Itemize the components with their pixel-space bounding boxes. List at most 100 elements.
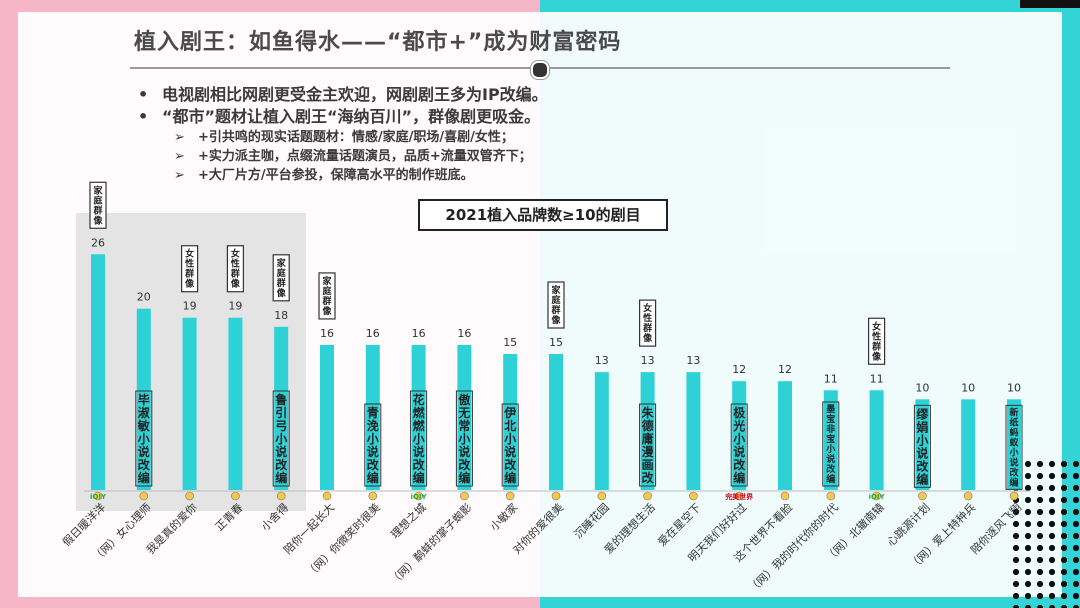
svg-text:宝: 宝: [826, 413, 835, 425]
svg-text:像: 像: [184, 278, 195, 290]
svg-text:庭: 庭: [277, 267, 287, 279]
genre-tag-box: [181, 245, 199, 293]
data-label: 16: [320, 327, 334, 340]
svg-text:燃: 燃: [413, 405, 426, 420]
category-label: 爱在星空下: [655, 500, 704, 549]
svg-text:说: 说: [275, 444, 287, 459]
svg-text:常: 常: [458, 418, 470, 433]
svg-text:编: 编: [274, 470, 287, 485]
svg-text:淑: 淑: [138, 405, 150, 420]
bar: [640, 372, 655, 490]
svg-text:小: 小: [1008, 446, 1018, 458]
bar: [823, 390, 838, 490]
data-label: 16: [412, 327, 426, 340]
svg-text:说: 说: [1009, 456, 1018, 468]
svg-text:朱: 朱: [642, 405, 655, 420]
svg-text:改: 改: [367, 457, 380, 472]
sub-bullet-item: +实力派主咖，点缀流量话题演员，品质+流量双管齐下；: [174, 147, 548, 166]
svg-text:蚂: 蚂: [1009, 426, 1018, 438]
svg-text:画: 画: [642, 458, 654, 472]
svg-text:说: 说: [138, 444, 150, 459]
data-label: 16: [457, 327, 471, 340]
platform-icon: [918, 491, 927, 501]
svg-text:家: 家: [551, 284, 561, 296]
svg-text:编: 编: [732, 470, 745, 485]
data-label: 26: [91, 236, 105, 249]
bar: [778, 381, 792, 490]
svg-text:小: 小: [458, 431, 470, 446]
bullet-list: 电视剧相比网剧更受金主欢迎，网剧剧王多为IP改编。 “都市”题材让植入剧王“海纳…: [138, 84, 548, 185]
svg-text:无: 无: [457, 406, 470, 420]
genre-tag-box: [867, 317, 886, 365]
data-label: 16: [366, 327, 380, 340]
source-tag-box: [501, 403, 519, 487]
svg-text:说: 说: [367, 444, 379, 459]
svg-text:傲: 傲: [458, 392, 471, 407]
category-label: 理想之城: [388, 500, 429, 541]
svg-text:改: 改: [504, 457, 517, 472]
svg-text:家: 家: [322, 275, 332, 287]
bar: [1007, 399, 1021, 490]
svg-text:像: 像: [321, 305, 332, 317]
decor-bar: [1020, 0, 1080, 8]
bar: [136, 308, 151, 490]
svg-text:墨: 墨: [826, 404, 835, 415]
bar: [961, 399, 976, 490]
svg-text:漫: 漫: [642, 444, 655, 459]
svg-text:小: 小: [733, 431, 745, 446]
genre-tag-box: [89, 181, 107, 229]
svg-text:小: 小: [413, 431, 425, 446]
svg-text:像: 像: [871, 350, 882, 362]
data-label: 12: [732, 363, 746, 376]
svg-text:家: 家: [93, 184, 103, 196]
data-label: 10: [915, 381, 929, 394]
platform-icon: [643, 491, 652, 501]
bar: [457, 344, 472, 490]
svg-text:像: 像: [276, 287, 287, 299]
svg-text:小: 小: [367, 431, 379, 446]
svg-text:小: 小: [825, 443, 835, 455]
source-tag-box: [135, 390, 153, 487]
source-tag-box: [1005, 404, 1023, 490]
category-label: 小舍得: [258, 500, 291, 533]
svg-text:燃: 燃: [413, 418, 426, 433]
data-label: 20: [137, 291, 151, 304]
svg-text:像: 像: [550, 314, 561, 326]
bullet-item: 电视剧相比网剧更受金主欢迎，网剧剧王多为IP改编。: [138, 84, 548, 106]
platform-icon: [93, 491, 103, 501]
svg-text:编: 编: [366, 470, 379, 485]
svg-text:庭: 庭: [551, 294, 561, 306]
svg-text:编: 编: [412, 470, 425, 485]
svg-text:改: 改: [826, 463, 836, 475]
source-tag-box: [272, 390, 290, 487]
bar: [869, 390, 884, 490]
svg-text:像: 像: [642, 332, 653, 344]
svg-text:群: 群: [92, 204, 102, 216]
data-label: 11: [870, 372, 884, 385]
svg-text:庭: 庭: [322, 285, 332, 297]
svg-text:敏: 敏: [137, 418, 151, 433]
svg-text:群: 群: [184, 268, 194, 280]
source-tag-box: [913, 404, 931, 488]
svg-text:青: 青: [367, 405, 379, 420]
bar: [732, 381, 747, 490]
platform-icon: [368, 491, 378, 501]
genre-tag-box: [638, 299, 657, 347]
platform-icon: [780, 491, 790, 501]
svg-text:引: 引: [275, 406, 287, 420]
sub-bullet-item: +引共鸣的现实话题题材：情感/家庭/职场/喜剧/女性；: [174, 128, 548, 147]
platform-icon: [872, 491, 881, 501]
bar: [365, 344, 380, 490]
svg-text:编: 编: [457, 470, 470, 485]
source-tag-box: [730, 403, 748, 487]
svg-text:改: 改: [642, 470, 655, 485]
platform-logo: iQIY: [90, 493, 107, 501]
